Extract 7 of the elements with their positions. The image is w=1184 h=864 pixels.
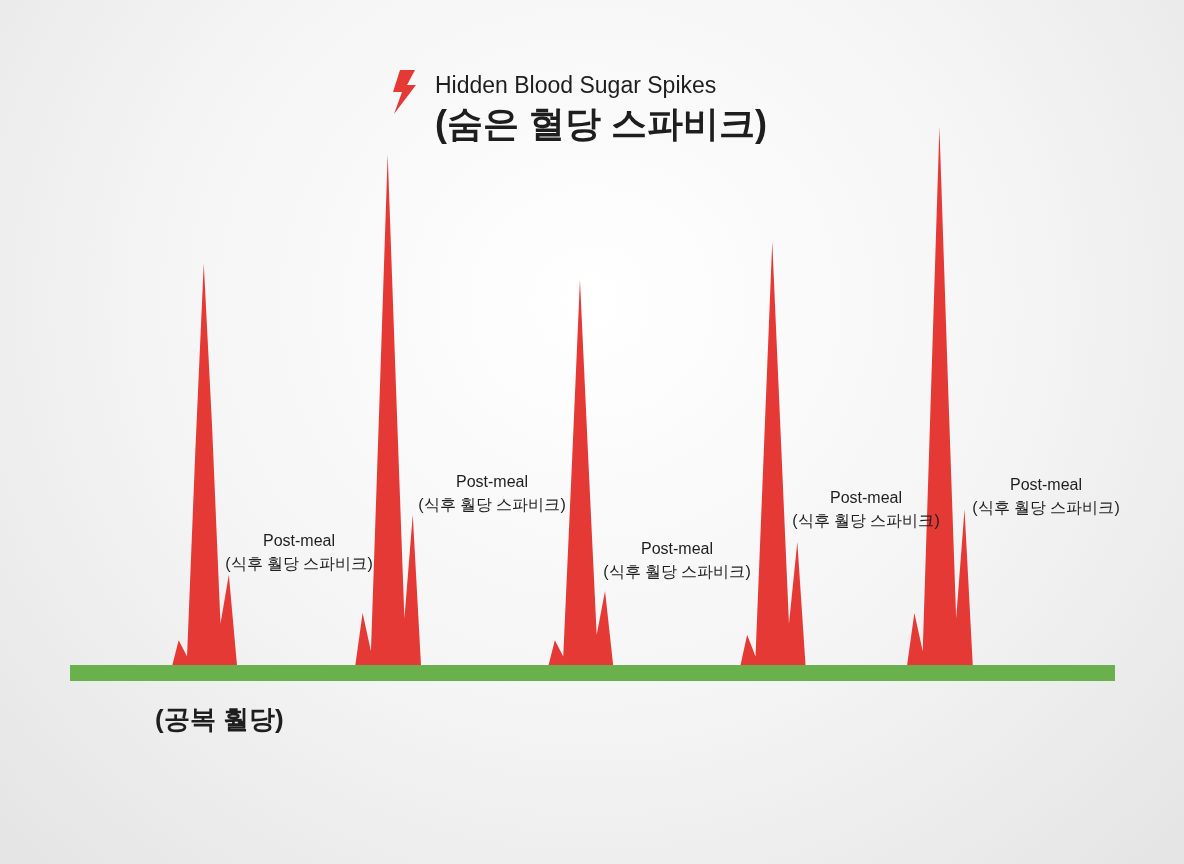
ref-line-label: (공복 훨당) <box>155 704 284 734</box>
annotation: Post-meal (식후 훨당 스파비크) <box>418 473 566 513</box>
annotation: Post-meal (식후 훨당 스파비크) <box>225 532 373 572</box>
annotation: Post-meal (식후 훨당 스파비크) <box>603 540 751 580</box>
chart-title: Hidden Blood Sugar Spikes <box>435 72 717 98</box>
annotation: Post-meal (식후 훨당 스파비크) <box>972 476 1120 516</box>
chart-subtitle: (숨은 혈당 스파비크) <box>435 103 767 144</box>
